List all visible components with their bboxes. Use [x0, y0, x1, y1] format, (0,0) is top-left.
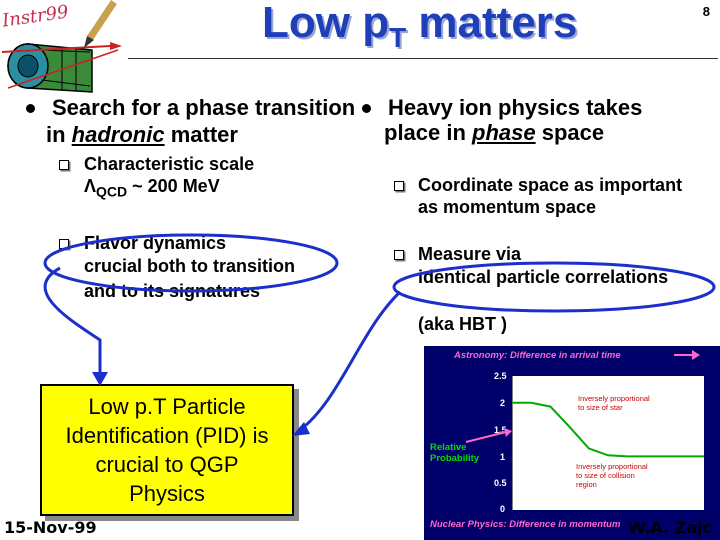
- left-sub1-line2: ΛQCD ~ 200 MeV: [84, 176, 220, 200]
- y-tick: 2: [500, 398, 506, 408]
- callout-line: Identification (PID) is: [65, 423, 269, 448]
- left-sub2-line2: crucial both to transition: [84, 256, 296, 276]
- title-subscript: T: [389, 22, 407, 53]
- right-sub1-line2: as momentum space: [418, 197, 597, 217]
- right-bullet-line1: Heavy ion physics takes: [388, 95, 643, 120]
- callout-line: crucial to QGP: [95, 452, 239, 477]
- detector-icon: [1, 42, 122, 93]
- callout-line: Physics: [129, 481, 205, 506]
- bullet-dot-right: [362, 104, 371, 113]
- left-bullet-line1: Search for a phase transition: [52, 95, 356, 120]
- aka-hbt: (aka HBT ): [418, 314, 508, 334]
- arrow-to-box-right: [299, 290, 402, 432]
- y-tick: 0: [500, 504, 506, 514]
- sub-bullet-icon: [394, 250, 404, 260]
- page-title: Low pT matters: [262, 0, 577, 54]
- phase-word: phase: [472, 120, 536, 145]
- left-sub2-line3: and to its signatures: [84, 281, 261, 301]
- y-tick: 1: [500, 452, 506, 462]
- footer-date: 15-Nov-99: [4, 518, 97, 537]
- hbt-correlation-figure: Astronomy: Difference in arrival time Nu…: [424, 346, 720, 540]
- sub-bullet-icon: [59, 160, 69, 170]
- left-sub1-line1: Characteristic scale: [84, 154, 255, 174]
- footer-author: W.A. Zajc: [628, 518, 713, 537]
- correlation-curve-line: [512, 401, 704, 458]
- callout-line: Low p.T Particle: [88, 394, 246, 419]
- figure-bottom-label: Nuclear Physics: Difference in momentum: [430, 519, 621, 530]
- pid-callout-box: Low p.T Particle Identification (PID) is…: [40, 384, 294, 516]
- correlation-curve-svg: [512, 376, 704, 510]
- y-axis-label: Relative Probability: [430, 442, 480, 464]
- pencil-icon: [84, 0, 117, 48]
- right-sub2-line1: Measure via: [418, 244, 522, 264]
- title-main: Low p: [262, 0, 390, 47]
- annotation-top: Inversely proportional to size of star: [578, 394, 650, 412]
- figure-top-label: Astronomy: Difference in arrival time: [454, 350, 621, 361]
- right-sub1-line1: Coordinate space as important: [418, 175, 683, 195]
- right-sub2-line2: identical particle correlations: [418, 267, 669, 287]
- sub-bullet-icon: [394, 181, 404, 191]
- instr99-logo: Instr99: [0, 0, 130, 100]
- top-label-arrow-icon: [674, 350, 700, 360]
- left-bullet-line2: in hadronic matter: [46, 122, 238, 147]
- y-tick: 0.5: [494, 478, 507, 488]
- plot-area: Inversely proportional to size of star In…: [512, 376, 704, 510]
- logo-text: Instr99: [0, 1, 70, 32]
- right-bullet-line2: place in phase space: [384, 120, 605, 145]
- hadronic-word: hadronic: [71, 122, 165, 147]
- title-rest: matters: [406, 0, 578, 47]
- lambda-symbol: Λ: [84, 176, 97, 196]
- bullet-dot-left: [26, 104, 35, 113]
- left-sub2-line1: Flavor dynamics: [84, 233, 227, 253]
- page-number: 8: [702, 4, 710, 19]
- relative-probability-arrow-icon: [465, 428, 512, 443]
- y-tick: 2.5: [494, 371, 507, 381]
- title-divider: [128, 58, 718, 59]
- y-tick: 1.5: [494, 425, 507, 435]
- sub-bullet-icon: [59, 239, 69, 249]
- annotation-bottom: Inversely proportional to size of collisi…: [576, 462, 648, 489]
